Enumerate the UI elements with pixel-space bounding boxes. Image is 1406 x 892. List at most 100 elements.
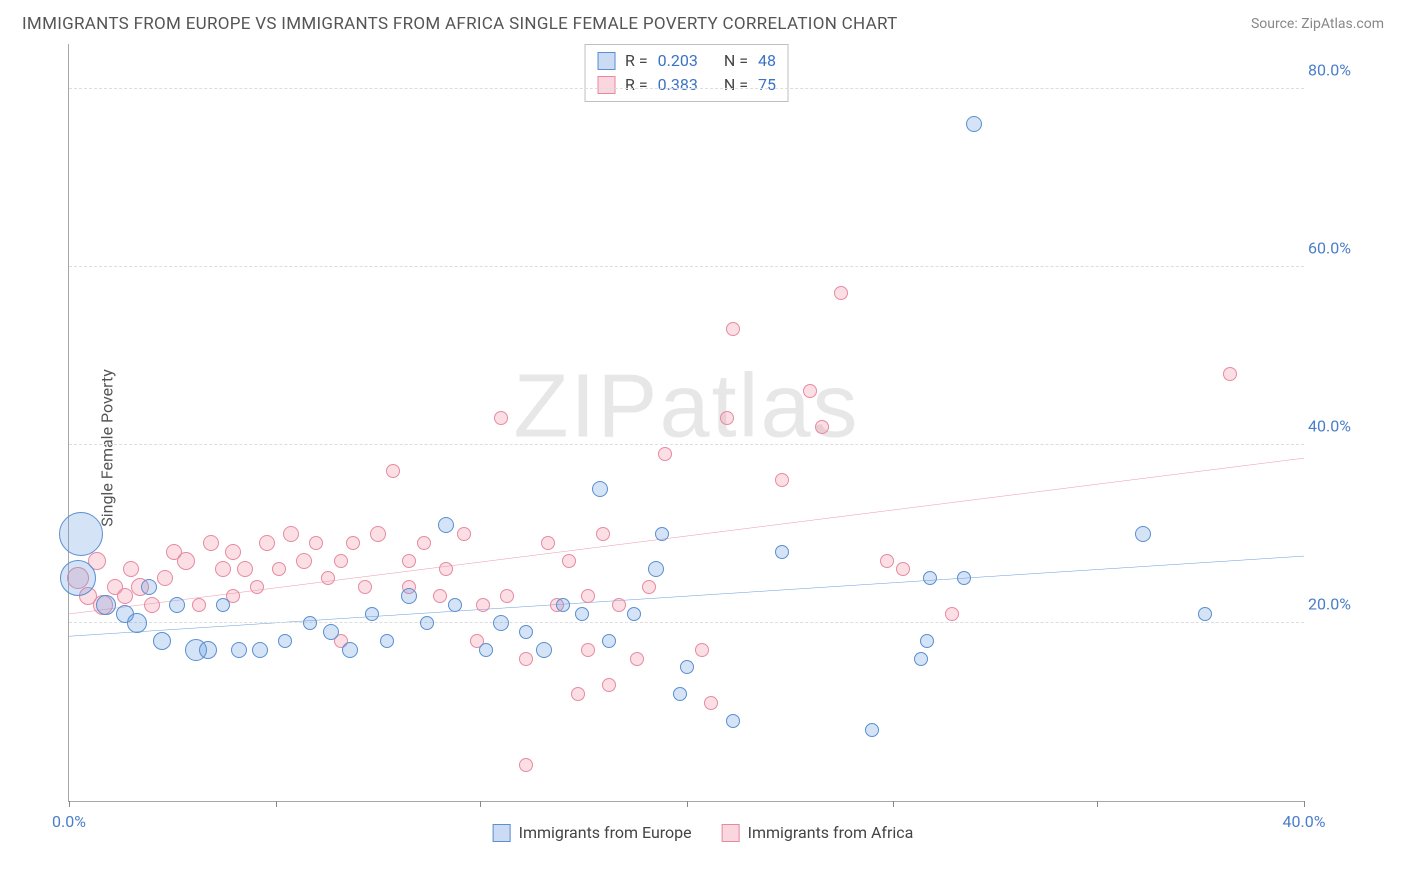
x-tick-mark <box>276 801 277 807</box>
data-point <box>259 535 275 551</box>
data-point <box>720 411 734 425</box>
data-point <box>358 580 372 594</box>
data-point <box>309 536 323 550</box>
y-tick-label: 60.0% <box>1308 238 1378 257</box>
data-point <box>479 643 493 657</box>
data-point <box>500 589 514 603</box>
data-point <box>457 527 471 541</box>
data-point <box>896 562 910 576</box>
gridline-h <box>69 266 1304 267</box>
data-point <box>365 607 379 621</box>
data-point <box>380 634 394 648</box>
data-point <box>1223 367 1237 381</box>
n-label: N = <box>724 73 748 97</box>
data-point <box>215 561 231 577</box>
legend-row-europe: R = 0.203 N = 48 <box>597 49 776 73</box>
trend-line <box>69 556 1304 636</box>
data-point <box>602 634 616 648</box>
data-point <box>592 481 608 497</box>
data-point <box>321 571 335 585</box>
x-tick-label: 0.0% <box>52 812 86 831</box>
data-point <box>945 607 959 621</box>
data-point <box>815 420 829 434</box>
data-point <box>225 544 241 560</box>
data-point <box>519 652 533 666</box>
data-point <box>803 384 817 398</box>
data-point <box>536 642 552 658</box>
data-point <box>581 589 595 603</box>
legend-label-europe: Immigrants from Europe <box>519 823 692 842</box>
data-point <box>107 579 123 595</box>
data-point <box>226 589 240 603</box>
trend-lines <box>69 44 1304 801</box>
data-point <box>303 616 317 630</box>
data-point <box>957 571 971 585</box>
data-point <box>438 517 454 533</box>
data-point <box>169 597 185 613</box>
data-point <box>575 607 589 621</box>
data-point <box>141 579 157 595</box>
r-label: R = <box>625 49 648 73</box>
x-tick-mark <box>480 801 481 807</box>
data-point <box>571 687 585 701</box>
data-point <box>402 580 416 594</box>
data-point <box>775 473 789 487</box>
gridline-h <box>69 444 1304 445</box>
data-point <box>630 652 644 666</box>
r-label: R = <box>625 73 648 97</box>
data-point <box>166 544 182 560</box>
data-point <box>704 696 718 710</box>
data-point <box>144 597 160 613</box>
data-point <box>1135 526 1151 542</box>
data-point <box>562 554 576 568</box>
data-point <box>695 643 709 657</box>
data-point <box>433 589 447 603</box>
data-point <box>116 605 134 623</box>
data-point <box>216 598 230 612</box>
n-label: N = <box>724 49 748 73</box>
data-point <box>153 632 171 650</box>
data-point <box>880 554 894 568</box>
x-tick-mark <box>69 801 70 807</box>
data-point <box>642 580 656 594</box>
data-point <box>865 723 879 737</box>
data-point <box>278 634 292 648</box>
data-point <box>556 598 570 612</box>
data-point <box>346 536 360 550</box>
swatch-blue-icon <box>597 52 615 70</box>
data-point <box>655 527 669 541</box>
data-point <box>602 678 616 692</box>
data-point <box>470 634 484 648</box>
data-point <box>417 536 431 550</box>
gridline-h <box>69 622 1304 623</box>
data-point <box>439 562 453 576</box>
x-tick-label: 40.0% <box>1283 812 1326 831</box>
data-point <box>726 714 740 728</box>
data-point <box>88 552 106 570</box>
data-point <box>192 598 206 612</box>
data-point <box>914 652 928 666</box>
data-point <box>283 526 299 542</box>
legend-item-europe: Immigrants from Europe <box>493 823 692 842</box>
y-tick-label: 20.0% <box>1308 594 1378 613</box>
data-point <box>627 607 641 621</box>
data-point <box>550 598 564 612</box>
n-value-europe: 48 <box>758 49 776 73</box>
chart-title: IMMIGRANTS FROM EUROPE VS IMMIGRANTS FRO… <box>22 14 898 34</box>
data-point <box>493 615 509 631</box>
data-point <box>476 598 490 612</box>
n-value-africa: 75 <box>758 73 776 97</box>
data-point <box>966 116 982 132</box>
gridline-h <box>69 88 1304 89</box>
data-point <box>519 758 533 772</box>
data-point <box>834 286 848 300</box>
data-point <box>448 598 462 612</box>
data-point <box>370 526 386 542</box>
data-point <box>673 687 687 701</box>
legend-bottom: Immigrants from Europe Immigrants from A… <box>493 823 914 842</box>
x-tick-mark <box>687 801 688 807</box>
data-point <box>775 545 789 559</box>
data-point <box>402 554 416 568</box>
data-point <box>401 588 417 604</box>
data-point <box>231 642 247 658</box>
